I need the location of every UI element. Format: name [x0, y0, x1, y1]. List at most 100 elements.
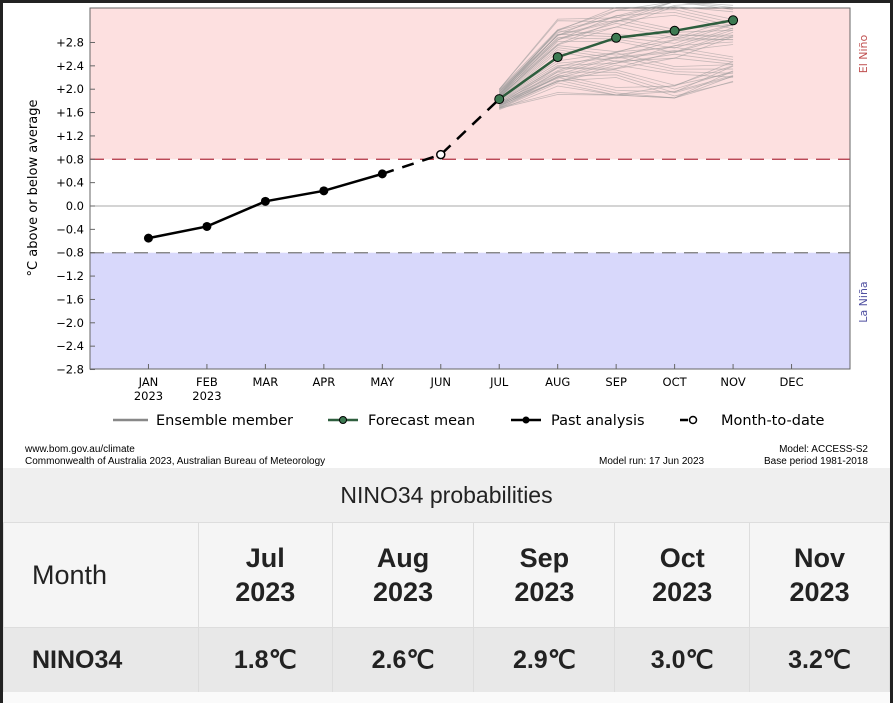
nino34-chart: +2.8 +2.4 +2.0 +1.6 +1.2 +0.8 +0.4 0.0 −0.4 −0.8 −… [26, 3, 870, 429]
header-month-label: Jul [245, 543, 285, 573]
y-tick-label: −0.4 [56, 222, 84, 236]
ensemble-member-line [499, 70, 734, 108]
y-tick-label: −2.0 [56, 316, 84, 330]
la-nina-label: La Niña [857, 281, 870, 322]
x-tick-label: JUN [430, 375, 451, 389]
legend-mtd-marker [688, 415, 698, 425]
header-year-label: 2023 [373, 577, 434, 607]
header-month-label: Nov [794, 543, 846, 573]
legend-item: Ensemble member [113, 413, 293, 429]
header-year-label: 2023 [789, 577, 850, 607]
ensemble-member-line [499, 56, 734, 105]
header-oct: Oct 2023 [614, 522, 751, 628]
past-analysis-point [377, 169, 387, 179]
header-year-label: 2023 [235, 577, 296, 607]
value-oct: 3.0℃ [614, 627, 751, 693]
x-tick-label: JAN [138, 375, 159, 389]
header-jul: Jul 2023 [197, 522, 333, 628]
value-sep: 2.9℃ [473, 627, 616, 693]
x-tick-label: MAY [370, 375, 395, 389]
y-tick-label: −0.8 [56, 246, 84, 260]
y-tick-label: +1.2 [56, 129, 84, 143]
el-nino-region [90, 8, 850, 160]
footer-model-run: Model run: 17 Jun 2023 [599, 456, 705, 467]
legend-label: Forecast mean [368, 413, 475, 429]
x-tick-label: JUL [489, 375, 509, 389]
ensemble-member-line [499, 46, 734, 102]
header-aug: Aug 2023 [331, 522, 475, 628]
ensemble-member-line [499, 72, 734, 108]
el-nino-label: El Niño [857, 34, 870, 73]
forecast-mean-point [728, 15, 739, 26]
ensemble-member-line [499, 65, 734, 106]
ensemble-member-line [498, 36, 734, 100]
past-analysis-point [143, 233, 153, 243]
header-year-label: 2023 [652, 577, 713, 607]
x-tick-label: NOV [720, 375, 745, 389]
x-tick-label: MAR [252, 375, 278, 389]
footer-url[interactable]: www.bom.gov.au/climate [25, 444, 135, 455]
y-tick-label: −1.6 [56, 292, 84, 306]
x-tick-label: SEP [605, 375, 627, 389]
y-axis-label: °C above or below average [26, 100, 41, 277]
legend-label: Ensemble member [156, 413, 293, 429]
legend-item: Past analysis [511, 413, 645, 429]
page: +2.8 +2.4 +2.0 +1.6 +1.2 +0.8 +0.4 0.0 −0.4 −0.8 −… [3, 3, 890, 703]
legend-label: Past analysis [551, 413, 645, 429]
y-tick-label: +2.0 [56, 82, 84, 96]
header-nov: Nov 2023 [749, 522, 890, 628]
x-tick-year: 2023 [134, 389, 163, 403]
ensemble-member-line [499, 60, 734, 106]
ensemble-member-line [499, 65, 734, 107]
table-header-row: Month Jul 2023 Aug 2023 Sep 2023 Oct 2023 No… [3, 522, 890, 628]
x-tick-label: AUG [545, 375, 570, 389]
forecast-mean-point [669, 25, 680, 36]
x-tick-label: DEC [779, 375, 803, 389]
footer-left: www.bom.gov.au/climate Commonwealth of A… [25, 444, 325, 468]
past-analysis-point [319, 186, 329, 196]
legend-item: Forecast mean [328, 413, 475, 429]
y-tick-label: +2.8 [56, 35, 84, 49]
header-month-label: Aug [376, 543, 430, 573]
probabilities-table: Month Jul 2023 Aug 2023 Sep 2023 Oct 2023 No… [3, 522, 890, 693]
y-tick-label: −1.2 [56, 269, 84, 283]
legend-item: Month-to-date [680, 413, 825, 429]
y-tick-label: +0.4 [56, 176, 84, 190]
ensemble-member-line [498, 14, 734, 95]
header-sep: Sep 2023 [473, 522, 616, 628]
x-tick-label: FEB [196, 375, 218, 389]
forecast-mean-point [611, 32, 622, 43]
y-tick-label: 0.0 [66, 199, 84, 213]
legend-label: Month-to-date [721, 413, 825, 429]
forecast-mean-point [494, 94, 505, 105]
ensemble-member-line [499, 39, 734, 100]
y-tick-label: +1.6 [56, 106, 84, 120]
value-jul: 1.8℃ [197, 627, 333, 693]
header-year-label: 2023 [514, 577, 575, 607]
month-to-date-point [436, 149, 446, 160]
value-nov: 3.2℃ [749, 627, 890, 693]
legend-past-marker [522, 416, 530, 424]
ensemble-member-line [498, 3, 734, 90]
y-tick-label: −2.4 [56, 339, 84, 353]
month-to-date-line [381, 98, 501, 176]
x-tick-year: 2023 [192, 389, 221, 403]
header-month-label: Sep [519, 543, 570, 573]
table-next-row [3, 692, 890, 703]
past-analysis-point [202, 221, 212, 231]
ensemble-member-line [498, 6, 734, 92]
plot-frame [89, 7, 851, 370]
ensemble-member-line [499, 52, 734, 104]
row-label: NINO34 [3, 627, 199, 693]
ensemble-member-line [498, 3, 672, 90]
table-title: NINO34 probabilities [3, 468, 890, 522]
x-tick-label: APR [312, 375, 335, 389]
footer-base-period: Base period 1981-2018 [764, 456, 868, 467]
y-tick-label: −2.8 [56, 363, 84, 377]
forecast-mean-point [552, 52, 563, 63]
footer-copyright: Commonwealth of Australia 2023, Australi… [25, 456, 326, 467]
header-month-label: Oct [659, 543, 705, 573]
ensemble-member-line [499, 61, 734, 106]
value-aug: 2.6℃ [331, 627, 475, 693]
legend-mean-marker [339, 416, 347, 424]
